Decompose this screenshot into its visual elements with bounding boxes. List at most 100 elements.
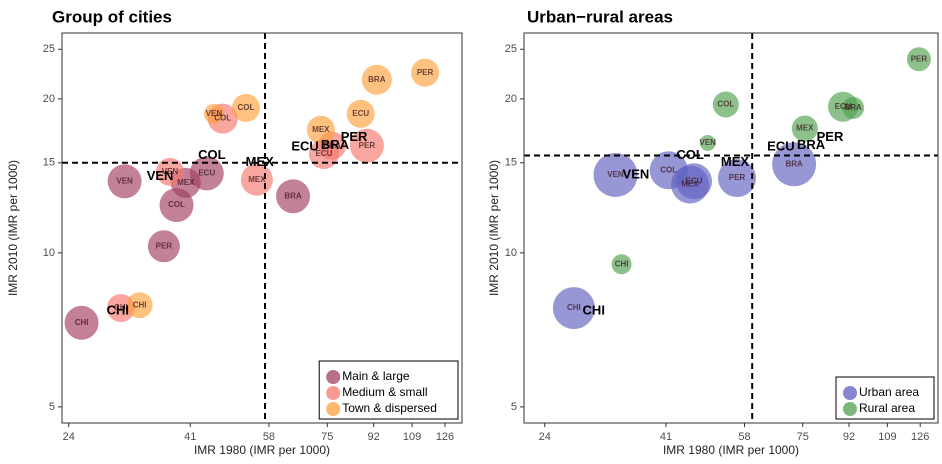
x-tick-label: 126 [436,431,454,443]
bubble [126,292,153,319]
bubble [906,47,931,72]
legend-label: Town & dispersed [342,401,437,415]
bubble [717,159,756,198]
national-label: VEN [623,166,650,181]
bubble-label: MEX [248,175,266,184]
bubble-label: MEX [312,125,330,134]
bubble-label: MEX [796,124,814,133]
national-label: PER [817,129,844,144]
bubble-label: COL [237,103,254,112]
bubble [611,254,632,275]
x-axis-title: IMR 1980 (IMR per 1000) [663,443,799,457]
x-tick-label: 92 [368,431,380,443]
bubble-label: BRA [844,103,862,112]
national-label: ECU [767,138,794,153]
national-label: CHI [583,302,605,317]
x-tick-label: 41 [184,431,196,443]
national-label: MEX [721,154,750,169]
bubble [593,152,638,197]
bubble [349,128,384,163]
y-tick-label: 20 [505,93,517,105]
legend-label: Rural area [859,401,915,415]
x-tick-label: 109 [403,431,421,443]
national-label: COL [676,147,704,162]
bubble [147,230,180,263]
bubble [676,163,713,200]
bubble-label: VEN [607,170,624,179]
y-tick-label: 15 [505,157,517,169]
bubble-label: VEN [116,176,133,185]
bubble [306,115,335,144]
y-tick-label: 10 [505,247,517,259]
bubble [552,287,595,330]
bubble [155,157,184,186]
national-label: BRA [797,137,826,152]
national-label: COL [198,147,226,162]
national-label: MEX [246,154,275,169]
bubble [189,156,224,191]
legend-swatch [843,386,857,400]
bubble-label: BRA [785,159,803,168]
bubble-label: PER [729,173,746,182]
bubble-label: COL [660,165,677,174]
legend-label: Urban area [859,385,919,399]
bubble-label: ECU [352,109,369,118]
y-tick-label: 25 [43,43,55,55]
bubble-label: CHI [114,303,128,312]
plot-border [61,32,463,424]
bubble [772,142,817,187]
bubble-label: COL [717,100,734,109]
national-label: VEN [147,168,174,183]
y-axis-title: IMR 2010 (IMR per 1000) [6,160,20,296]
bubble-label: BRA [323,141,341,150]
bubble [411,58,440,87]
x-tick-label: 126 [911,431,929,443]
chart-title: Urban−rural areas [527,7,673,26]
bubble [712,91,739,118]
bubble-label: VEN [700,138,717,147]
y-tick-label: 20 [43,93,55,105]
x-tick-label: 75 [797,431,809,443]
x-tick-label: 58 [738,431,750,443]
x-tick-label: 109 [878,431,896,443]
national-label: BRA [321,137,350,152]
legend-swatch [843,402,857,416]
bubble-label: BRA [284,191,302,200]
bubble-label: ECU [198,169,215,178]
y-axis-title: IMR 2010 (IMR per 1000) [487,160,501,296]
legend-swatch [326,370,341,384]
legend-label: Main & large [342,369,410,383]
bubble [361,64,392,95]
legend-label: Medium & small [342,385,427,399]
bubble [346,99,375,128]
chart-title: Group of cities [52,7,172,26]
bubble [203,103,224,124]
bubble-label: CHI [75,318,89,327]
y-tick-label: 5 [511,401,517,413]
bubble-label: MEX [681,180,699,189]
y-tick-label: 15 [43,157,55,169]
y-tick-label: 25 [505,43,517,55]
bubble [699,134,716,151]
bubble-label: VEN [206,109,223,118]
bubble [231,93,260,122]
x-axis-title: IMR 1980 (IMR per 1000) [194,443,330,457]
y-tick-label: 10 [43,247,55,259]
national-label: CHI [107,302,129,317]
bubble-label: MEX [177,178,195,187]
bubble-label: COL [214,114,231,123]
y-tick-label: 5 [49,401,55,413]
bubble [791,115,818,142]
bubble-label: ECU [835,102,852,111]
bubble-label: PER [417,68,434,77]
national-label: PER [341,129,368,144]
bubble-label: ECU [686,176,703,185]
bubble-label: PER [156,241,173,250]
bubble-label: CHI [133,300,147,309]
bubble [107,164,142,199]
x-tick-label: 41 [660,431,672,443]
bubble-label: PER [911,54,928,63]
